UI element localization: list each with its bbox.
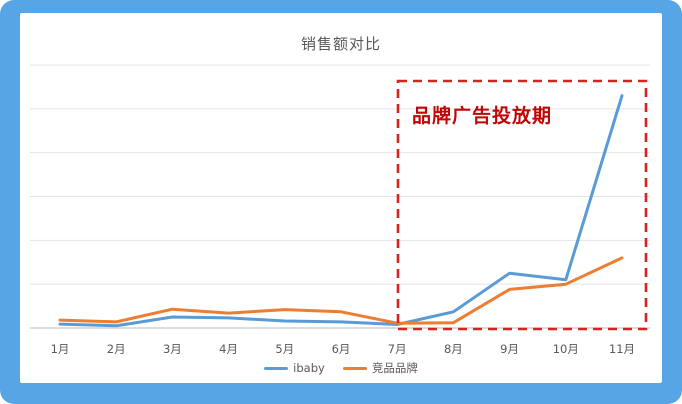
series-line-ibaby: [58, 94, 624, 328]
chart-legend: ibaby 竞品品牌: [20, 360, 662, 376]
x-axis-tick-label: 11月: [609, 342, 635, 356]
chart-canvas: 销售额对比 1月 2月 3月 4月 5月 6月 7月 8月 9月 10月 11月 品牌广告投放期 i…: [20, 13, 662, 383]
ad-period-annotation-label: 品牌广告投放期: [412, 105, 553, 127]
x-axis-tick-label: 2月: [107, 342, 126, 356]
chart-title: 销售额对比: [300, 35, 381, 53]
x-axis-tick-label: 6月: [332, 342, 351, 356]
line-plot: 1月 2月 3月 4月 5月 6月 7月 8月 9月 10月 11月: [30, 64, 650, 356]
legend-line-swatch-competitor: [342, 366, 367, 370]
legend-line-swatch-ibaby: [264, 366, 289, 370]
ad-period-annotation-box: [396, 79, 648, 331]
legend-item-competitor: 竞品品牌: [342, 360, 418, 376]
x-axis-tick-label: 4月: [219, 342, 238, 356]
x-axis-tick-label: 1月: [51, 342, 70, 356]
x-axis-tick-label: 9月: [500, 342, 519, 356]
series-line-competitor: [58, 256, 624, 325]
x-axis-tick-label: 10月: [553, 342, 579, 356]
x-axis-tick-label: 8月: [444, 342, 463, 356]
legend-label-ibaby: ibaby: [293, 361, 325, 375]
x-axis-tick-label: 3月: [163, 342, 182, 356]
x-axis-tick-label: 5月: [275, 342, 294, 356]
legend-item-ibaby: ibaby: [264, 361, 325, 375]
x-axis-tick-label: 7月: [388, 342, 407, 356]
legend-label-competitor: 竞品品牌: [371, 361, 418, 375]
